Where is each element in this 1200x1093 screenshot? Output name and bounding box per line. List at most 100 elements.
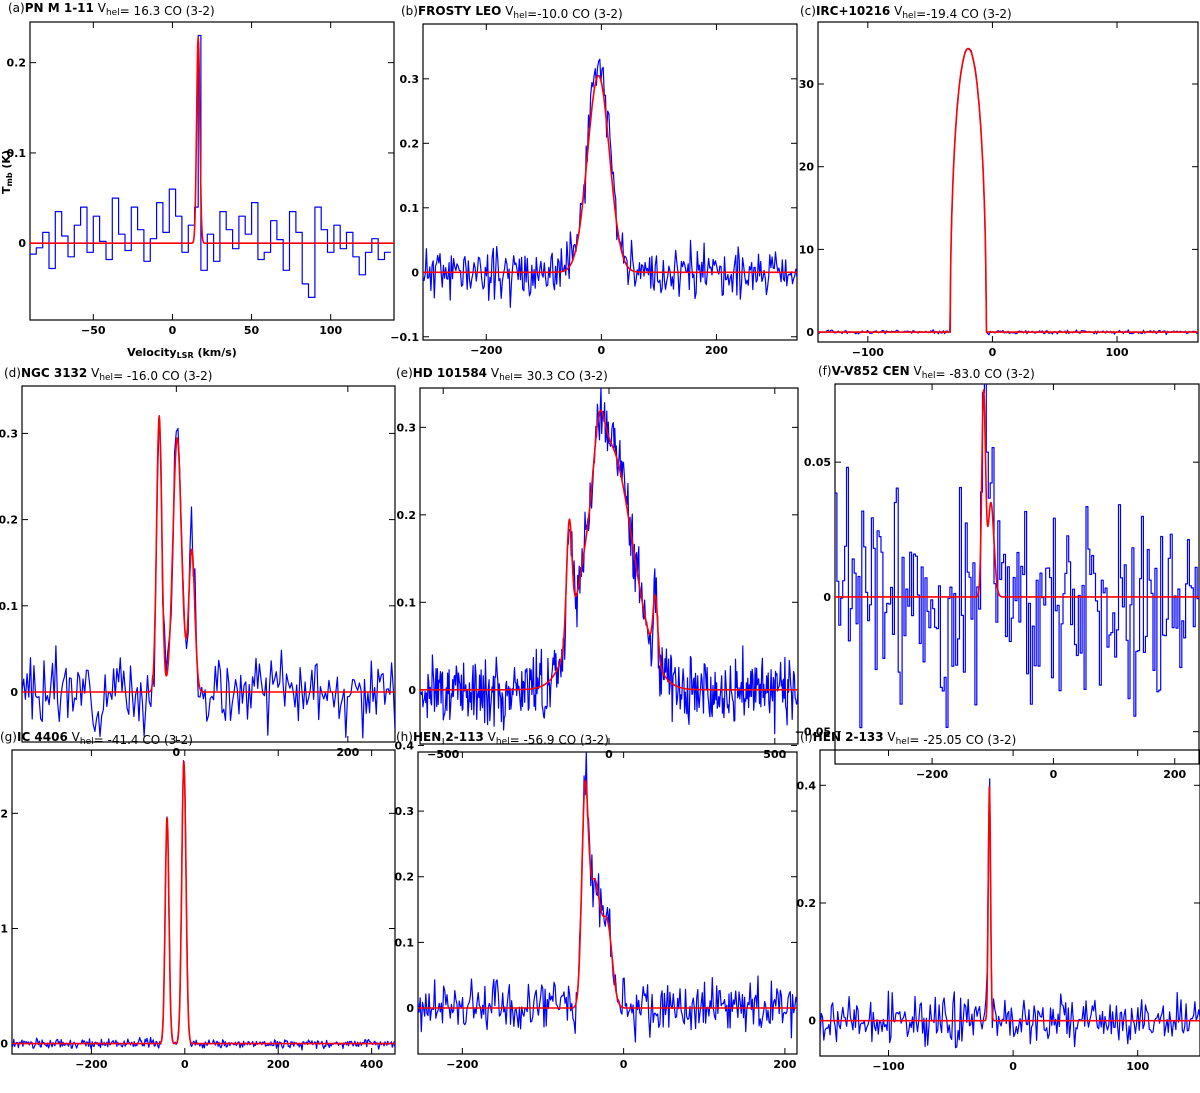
- x-tick-label: −200: [75, 1058, 108, 1071]
- x-tick-label: 200: [267, 1058, 290, 1071]
- spectrum-line: [22, 415, 395, 739]
- y-tick-label: 20: [799, 161, 815, 174]
- fit-line: [30, 36, 394, 244]
- fit-line: [423, 74, 797, 274]
- y-axis-label: Tmb (K): [0, 150, 14, 194]
- spectrum-panel: (d)NGC 3132 Vhel= -16.0 CO (3-2) 0 200 0 0.1…: [0, 366, 396, 759]
- fit-line: [418, 779, 797, 1009]
- x-tick-label: 100: [1106, 346, 1129, 359]
- y-tick-label: 0: [406, 1002, 414, 1015]
- y-tick-label: 0: [0, 1038, 8, 1051]
- x-tick-label: 200: [1163, 768, 1186, 781]
- x-tick-label: −100: [872, 1060, 905, 1073]
- spectrum-line: [423, 58, 797, 308]
- y-tick-label: 10: [799, 243, 815, 256]
- spectrum-panel: (f)V-V852 CEN Vhel= -83.0 CO (3-2) −200 0 2…: [795, 364, 1200, 781]
- y-tick-label: 0.4: [797, 779, 817, 792]
- panel-title: (i)HEN 2-133 Vhel= -25.05 CO (3-2): [800, 730, 1016, 747]
- x-tick-label: −50: [81, 324, 106, 337]
- panel-title: (b)FROSTY LEO Vhel=-10.0 CO (3-2): [401, 4, 623, 21]
- x-tick-label: 0: [620, 1058, 628, 1071]
- y-tick-label: −0.1: [390, 331, 419, 344]
- x-tick-label: 0: [173, 746, 181, 759]
- y-tick-label: 2: [0, 807, 8, 820]
- x-tick-label: 0: [989, 346, 997, 359]
- x-tick-label: 500: [763, 748, 786, 761]
- fit-line: [420, 409, 798, 691]
- panel-title: (c)IRC+10216 Vhel=-19.4 CO (3-2): [800, 4, 1012, 21]
- spectrum-panel: (b)FROSTY LEO Vhel=-10.0 CO (3-2) −200 0 20…: [390, 4, 798, 357]
- y-tick-label: −0.05: [795, 726, 831, 739]
- plot-frame: [11, 749, 396, 1055]
- spectrum-line: [835, 384, 1199, 729]
- y-tick-label: 30: [799, 78, 815, 91]
- x-tick-label: 0: [1050, 768, 1058, 781]
- y-tick-label: 0.1: [397, 596, 417, 609]
- spectrum-line: [12, 760, 395, 1051]
- y-tick-label: 0: [411, 266, 419, 279]
- y-tick-label: 0.1: [0, 600, 18, 613]
- fit-line: [22, 415, 395, 693]
- y-tick-label: 0.3: [0, 427, 18, 440]
- y-tick-label: 0.3: [395, 805, 415, 818]
- plot-frame: [29, 21, 395, 321]
- panel-title: (d)NGC 3132 Vhel= -16.0 CO (3-2): [4, 366, 212, 383]
- plot-frame: [417, 751, 798, 1055]
- spectrum-line: [30, 34, 391, 298]
- spectrum-line: [820, 778, 1200, 1049]
- panel-title: (g)IC 4406 Vhel= -41.4 CO (3-2): [0, 730, 193, 747]
- spectrum-line: [420, 388, 798, 735]
- fit-line: [835, 389, 1199, 598]
- y-tick-label: 0: [808, 1015, 816, 1028]
- x-tick-label: −200: [470, 344, 503, 357]
- y-tick-label: 0.3: [397, 421, 417, 434]
- plot-frame: [21, 385, 396, 743]
- panel-title: (e)HD 101584 Vhel= 30.3 CO (3-2): [396, 366, 608, 383]
- spectrum-panel: (e)HD 101584 Vhel= 30.3 CO (3-2) −500 0 500…: [396, 366, 799, 761]
- y-tick-label: 0: [408, 684, 416, 697]
- x-tick-label: 0: [598, 344, 606, 357]
- spectrum-line: [818, 48, 1198, 336]
- x-tick-label: 100: [319, 324, 342, 337]
- spectrum-line: [418, 752, 797, 1043]
- fit-line: [818, 47, 1198, 333]
- spectrum-panel: (h)HEN 2-113 Vhel= -56.9 CO (3-2) −200 0 20…: [395, 730, 798, 1071]
- y-tick-label: 0.3: [400, 73, 420, 86]
- y-tick-label: 0.2: [0, 514, 18, 527]
- spectrum-panel: (c)IRC+10216 Vhel=-19.4 CO (3-2)−100 0 100…: [799, 4, 1199, 359]
- spectrum-panel: (g)IC 4406 Vhel= -41.4 CO (3-2)−200 0 200 4…: [0, 730, 396, 1071]
- x-tick-label: 0: [605, 748, 613, 761]
- x-tick-label: 200: [336, 746, 359, 759]
- plot-frame: [834, 383, 1200, 765]
- panel-title: (h)HEN 2-113 Vhel= -56.9 CO (3-2): [396, 730, 609, 747]
- x-tick-label: 50: [244, 324, 260, 337]
- panel-title: (a)PN M 1-11 Vhel= 16.3 CO (3-2): [8, 1, 215, 18]
- y-tick-label: 0.4: [395, 739, 415, 752]
- y-tick-label: 0.2: [397, 509, 417, 522]
- y-tick-label: 0: [18, 237, 26, 250]
- y-tick-label: 0.2: [395, 871, 415, 884]
- y-tick-label: 0.2: [7, 57, 27, 70]
- y-tick-label: 0.1: [400, 202, 420, 215]
- x-tick-label: 200: [773, 1058, 796, 1071]
- plot-frame: [819, 749, 1200, 1057]
- y-tick-label: 0.2: [797, 897, 817, 910]
- panel-title: (f)V-V852 CEN Vhel= -83.0 CO (3-2): [818, 364, 1035, 381]
- y-tick-label: 0.1: [395, 936, 415, 949]
- y-tick-label: 0: [806, 326, 814, 339]
- x-tick-label: 0: [169, 324, 177, 337]
- x-tick-label: 200: [705, 344, 728, 357]
- x-tick-label: 0: [181, 1058, 189, 1071]
- y-tick-label: 0: [10, 686, 18, 699]
- spectrum-panel: (a)PN M 1-11 Vhel= 16.3 CO (3-2) −50 0 50 10…: [0, 1, 395, 360]
- plot-frame: [817, 21, 1199, 343]
- y-tick-label: 1: [0, 922, 8, 935]
- spectrum-panel: (i)HEN 2-133 Vhel= -25.05 CO (3-2) −100 0 1…: [797, 730, 1200, 1073]
- y-tick-label: 0.2: [400, 137, 420, 150]
- x-tick-label: 0: [1009, 1060, 1017, 1073]
- x-tick-label: −100: [852, 346, 885, 359]
- y-tick-label: 0.1: [7, 147, 27, 160]
- x-tick-label: −200: [446, 1058, 479, 1071]
- plot-frame: [422, 23, 798, 341]
